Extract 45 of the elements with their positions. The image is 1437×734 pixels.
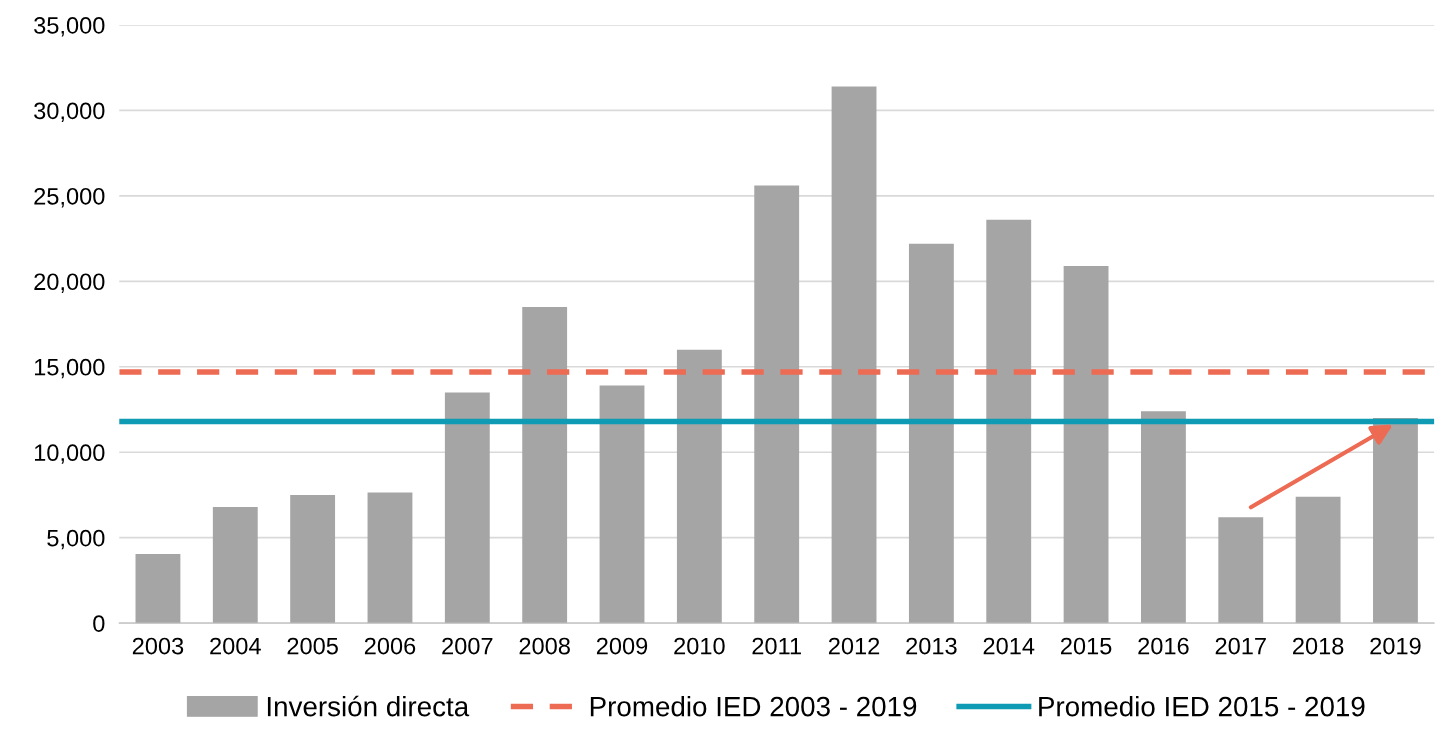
- x-tick-label: 2016: [1138, 637, 1189, 655]
- y-tick-label: 25,000: [34, 187, 105, 208]
- bar: [676, 349, 722, 624]
- x-tick-label: 2010: [674, 637, 725, 655]
- y-tick-label: 5,000: [47, 529, 105, 550]
- y-tick-label: 15,000: [34, 358, 105, 379]
- bar: [986, 219, 1032, 624]
- bar: [212, 506, 258, 624]
- x-tick-label: 2017: [1215, 637, 1266, 655]
- y-tick-label: 20,000: [34, 273, 105, 293]
- x-tick-label: 2009: [596, 637, 648, 655]
- legend-label: Inversión directa: [267, 695, 470, 717]
- y-tick-label: 35,000: [34, 17, 105, 37]
- bar: [522, 306, 568, 624]
- x-tick-label: 2006: [364, 637, 416, 655]
- bar: [831, 86, 877, 624]
- bar: [908, 243, 954, 624]
- x-tick-label: 2007: [442, 637, 493, 655]
- bar: [1373, 418, 1418, 624]
- x-tick-label: 2019: [1370, 637, 1421, 655]
- legend-label: Promedio IED 2015 - 2019: [1039, 696, 1365, 717]
- bar: [444, 392, 490, 624]
- bar: [1295, 496, 1341, 624]
- bar: [1063, 265, 1109, 624]
- y-tick-label: 10,000: [34, 444, 105, 464]
- x-tick-label: 2018: [1293, 637, 1344, 655]
- y-tick-label: 30,000: [34, 102, 105, 122]
- y-tick-label: 0: [93, 615, 105, 632]
- bar: [1140, 411, 1186, 624]
- x-tick-label: 2012: [828, 637, 880, 655]
- x-tick-label: 2003: [132, 637, 184, 655]
- x-tick-label: 2008: [519, 637, 570, 655]
- legend-label: Promedio IED 2003 - 2019: [590, 696, 917, 717]
- x-tick-label: 2004: [210, 637, 261, 655]
- x-tick-label: 2015: [1061, 637, 1112, 655]
- bar: [754, 185, 800, 624]
- bar: [290, 494, 336, 624]
- bar: [1218, 517, 1264, 624]
- bar: [135, 553, 181, 624]
- bar: [599, 385, 645, 624]
- bar: [367, 492, 413, 624]
- x-tick-label: 2014: [983, 637, 1035, 655]
- x-tick-label: 2013: [906, 637, 957, 655]
- x-tick-label: 2005: [287, 637, 338, 655]
- x-tick-label: 2011: [752, 637, 801, 655]
